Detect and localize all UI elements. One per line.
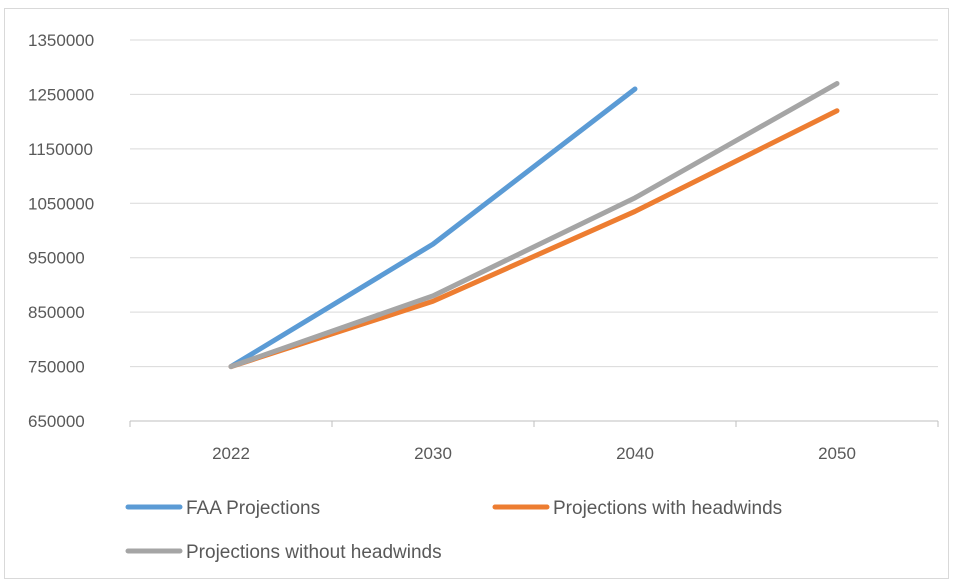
y-tick-label: 750000 [28, 358, 85, 377]
axes: 650000 750000 850000 950000 1050000 1150000 12… [28, 31, 938, 463]
y-tick-label: 1050000 [28, 194, 94, 213]
legend-label: FAA Projections [186, 498, 320, 519]
x-tick-label: 2050 [818, 444, 856, 463]
x-tick-label: 2030 [414, 444, 452, 463]
y-tick-label: 650000 [28, 412, 85, 431]
legend-label: Projections without headwinds [186, 542, 442, 563]
legend: FAA Projections Projections with headwind… [128, 498, 782, 563]
legend-label: Projections with headwinds [553, 498, 782, 519]
y-tick-label: 1250000 [28, 85, 94, 104]
y-tick-label: 1150000 [28, 140, 93, 159]
y-tick-label: 850000 [28, 303, 85, 322]
series-lines [231, 84, 837, 367]
series-line-3 [231, 84, 837, 367]
x-tick-label: 2022 [212, 444, 250, 463]
y-tick-label: 1350000 [28, 31, 94, 50]
gridlines [130, 40, 938, 367]
y-tick-label: 950000 [28, 249, 85, 268]
x-tick-label: 2040 [616, 444, 654, 463]
